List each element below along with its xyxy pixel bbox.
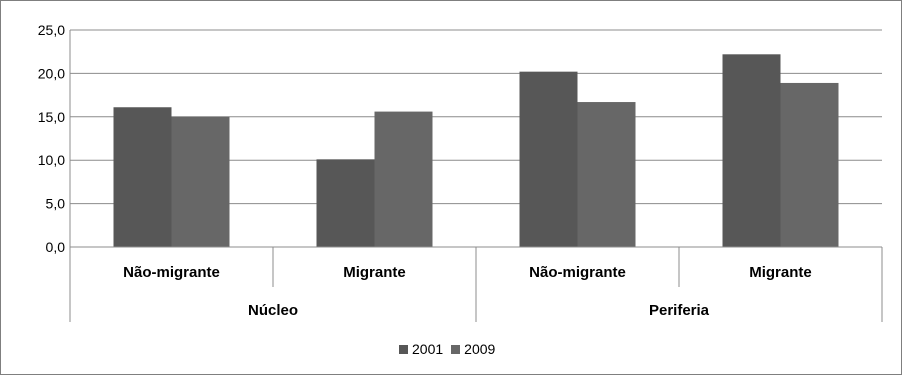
y-tick-label: 20,0	[38, 65, 65, 81]
legend-item: 2009	[451, 341, 495, 357]
y-tick-label: 0,0	[46, 239, 66, 255]
category-labels: Não-migrante Migrante Não-migrante Migrante…	[123, 264, 812, 319]
bar-2009	[374, 111, 433, 247]
y-tick-label: 5,0	[46, 196, 66, 212]
legend-item: 2001	[399, 341, 443, 357]
x-group-label: Núcleo	[248, 302, 298, 319]
legend-swatch	[451, 344, 461, 354]
bar-2001	[316, 159, 375, 247]
legend-label: 2001	[412, 341, 444, 357]
x-category-label: Não-migrante	[123, 264, 220, 281]
bar-2001	[113, 107, 172, 247]
legend: 2001 2009	[399, 341, 503, 357]
legend-label: 2009	[464, 341, 496, 357]
bars	[113, 54, 839, 247]
y-axis-ticks: 0,0 5,0 10,0 15,0 20,0 25,0	[38, 22, 65, 255]
x-category-label: Migrante	[343, 264, 406, 281]
axes	[69, 30, 883, 322]
y-tick-label: 10,0	[38, 152, 65, 168]
bar-2009	[780, 82, 839, 247]
bar-2009	[171, 116, 230, 247]
x-group-label: Periferia	[649, 302, 710, 319]
x-category-label: Migrante	[749, 264, 812, 281]
bar-2001	[722, 54, 781, 247]
bar-2009	[577, 102, 636, 247]
y-tick-label: 15,0	[38, 109, 65, 125]
bar-2001	[519, 71, 578, 247]
y-tick-label: 25,0	[38, 22, 65, 38]
x-category-label: Não-migrante	[529, 264, 626, 281]
legend-swatch	[399, 344, 408, 354]
